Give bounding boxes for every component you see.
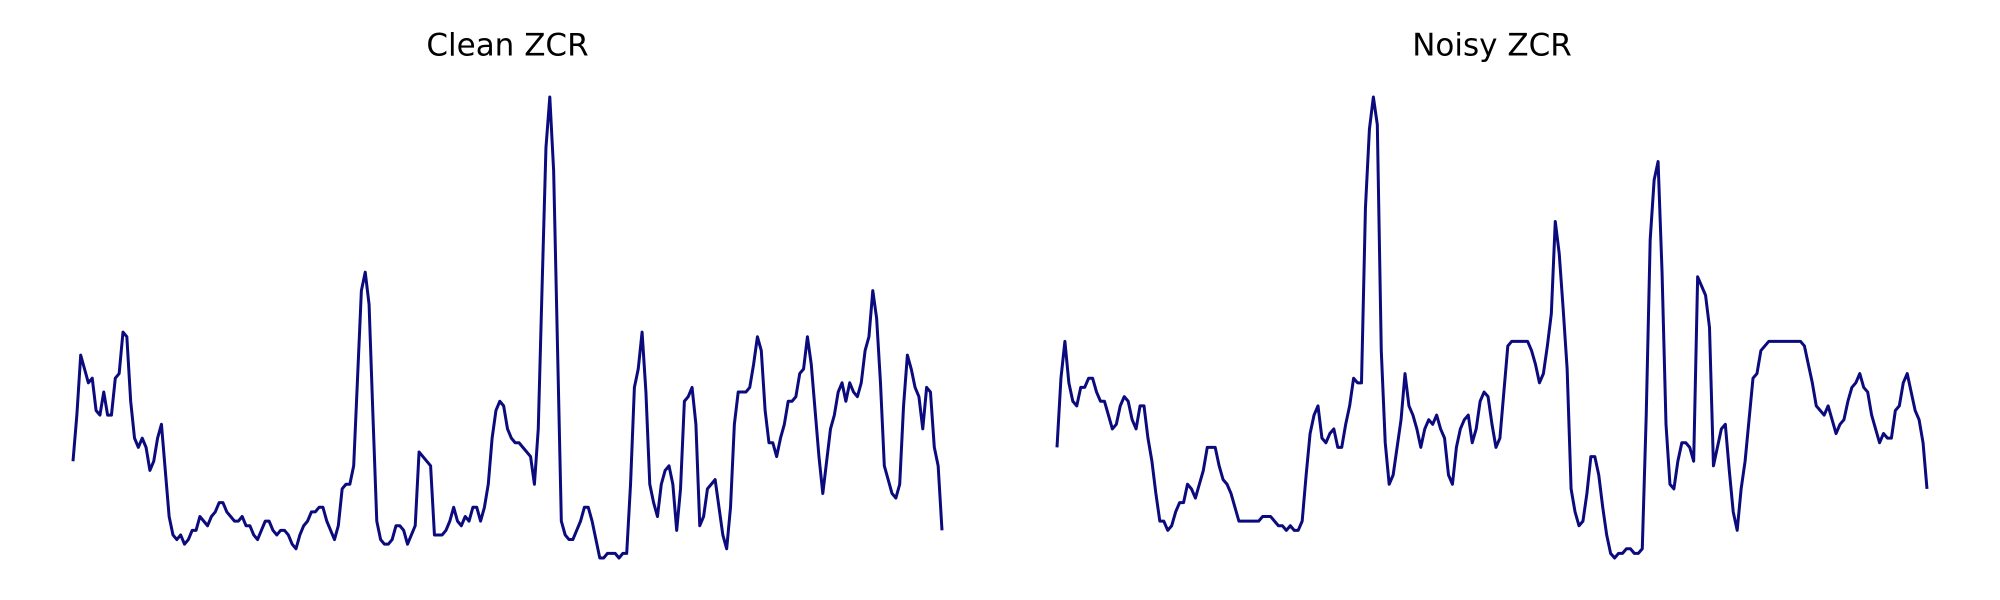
data-line [1055, 95, 1929, 560]
chart-title: Noisy ZCR [1412, 28, 1572, 64]
chart-title: Clean ZCR [426, 28, 588, 64]
data-line [71, 95, 944, 560]
